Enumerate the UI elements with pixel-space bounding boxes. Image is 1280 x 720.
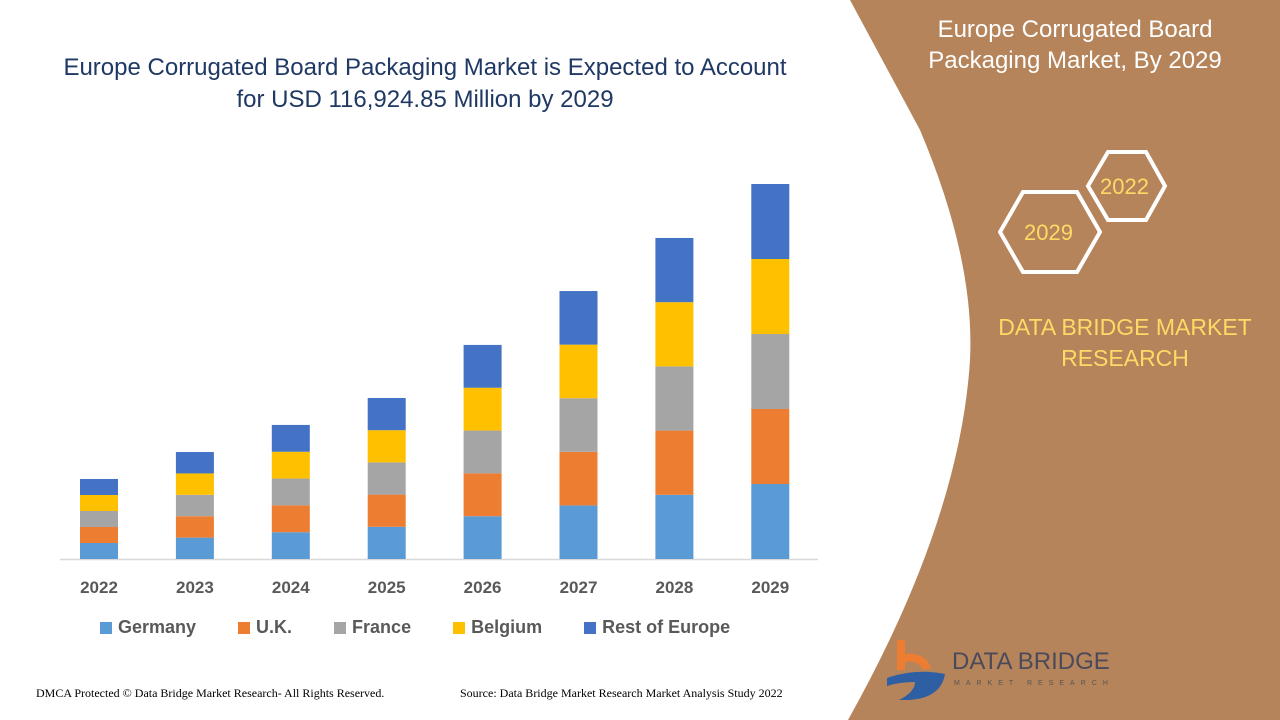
bar-2026-germany [463, 516, 502, 559]
bar-2024-france [271, 478, 310, 506]
bar-2025-belgium [367, 430, 406, 463]
bar-2027-france [559, 398, 598, 452]
bar-2028-u-k- [655, 430, 694, 495]
bar-2026-france [463, 430, 502, 474]
legend-swatch [453, 621, 466, 634]
bar-2027-belgium [559, 344, 598, 399]
legend-label: France [352, 617, 412, 637]
x-tick-label: 2027 [560, 578, 598, 597]
legend-item: Rest of Europe [584, 617, 730, 638]
panel-title: Europe Corrugated Board Packaging Market… [928, 16, 1222, 74]
legend-item: Belgium [453, 617, 542, 638]
bar-2026-rest-of-europe [463, 344, 502, 388]
bar-2022-belgium [80, 494, 118, 511]
bar-2027-rest-of-europe [559, 291, 598, 345]
legend-swatch [334, 621, 347, 634]
bar-2028-germany [655, 494, 694, 559]
bar-2026-u-k- [463, 473, 502, 517]
bar-2028-rest-of-europe [655, 237, 694, 303]
legend-item: France [334, 617, 411, 638]
bar-2026-belgium [463, 387, 502, 431]
bar-2022-germany [80, 542, 118, 559]
bar-2024-germany [271, 532, 310, 559]
bar-2023-rest-of-europe [175, 452, 214, 474]
x-tick-label: 2023 [176, 578, 214, 597]
brand-text: DATA BRIDGE MARKET RESEARCH [998, 314, 1252, 371]
footer-copyright: DMCA Protected © Data Bridge Market Rese… [36, 686, 385, 700]
logo-icon [887, 640, 945, 700]
bar-2025-rest-of-europe [367, 397, 406, 431]
bar-2029-rest-of-europe [751, 184, 790, 259]
hex-year-2029: 2029 [1024, 220, 1073, 245]
bar-2024-rest-of-europe [271, 424, 310, 452]
logo-name: DATA BRIDGE [952, 648, 1110, 675]
bar-2022-rest-of-europe [80, 478, 118, 495]
bar-2023-belgium [175, 473, 214, 495]
hexagon-2029 [997, 190, 1103, 274]
bar-2022-u-k- [80, 526, 118, 543]
legend-item: U.K. [238, 617, 292, 638]
bar-2029-france [751, 334, 790, 409]
bar-2029-germany [751, 484, 790, 559]
legend-label: Belgium [471, 617, 543, 637]
footer-source: Source: Data Bridge Market Research Mark… [460, 686, 783, 700]
bar-2023-u-k- [175, 516, 214, 538]
bar-2027-u-k- [559, 451, 598, 506]
bar-2028-france [655, 366, 694, 431]
bar-2023-germany [175, 537, 214, 559]
hexagon-2022 [1085, 150, 1168, 222]
bar-2029-u-k- [751, 409, 790, 484]
legend-item: Germany [100, 617, 196, 638]
legend-label: Rest of Europe [602, 617, 731, 637]
x-tick-label: 2026 [464, 578, 502, 597]
bar-2025-france [367, 462, 406, 495]
hex-year-2022: 2022 [1100, 174, 1149, 199]
bar-2027-germany [559, 505, 598, 559]
x-tick-label: 2029 [751, 578, 789, 597]
bar-2028-belgium [655, 302, 694, 367]
bar-2025-u-k- [367, 494, 406, 527]
logo-sub: MARKET RESEARCH [954, 680, 1114, 687]
legend-label: U.K. [256, 617, 293, 637]
x-tick-label: 2028 [655, 578, 693, 597]
bar-2022-france [80, 510, 118, 527]
x-tick-label: 2025 [368, 578, 406, 597]
bar-2024-u-k- [271, 505, 310, 533]
bar-2025-germany [367, 526, 406, 559]
legend-swatch [584, 621, 597, 634]
bar-2029-belgium [751, 259, 790, 334]
legend-label: Germany [118, 617, 197, 637]
legend-swatch [238, 621, 251, 634]
legend: Germany U.K. France Belgium Rest of Europe [100, 617, 772, 638]
chart-title: Europe Corrugated Board Packaging Market… [63, 54, 787, 113]
right-panel [848, 0, 1280, 720]
x-tick-label: 2022 [80, 578, 118, 597]
legend-swatch [100, 621, 112, 634]
x-tick-label: 2024 [272, 578, 310, 597]
bar-2023-france [175, 494, 214, 517]
bar-2024-belgium [271, 451, 310, 479]
